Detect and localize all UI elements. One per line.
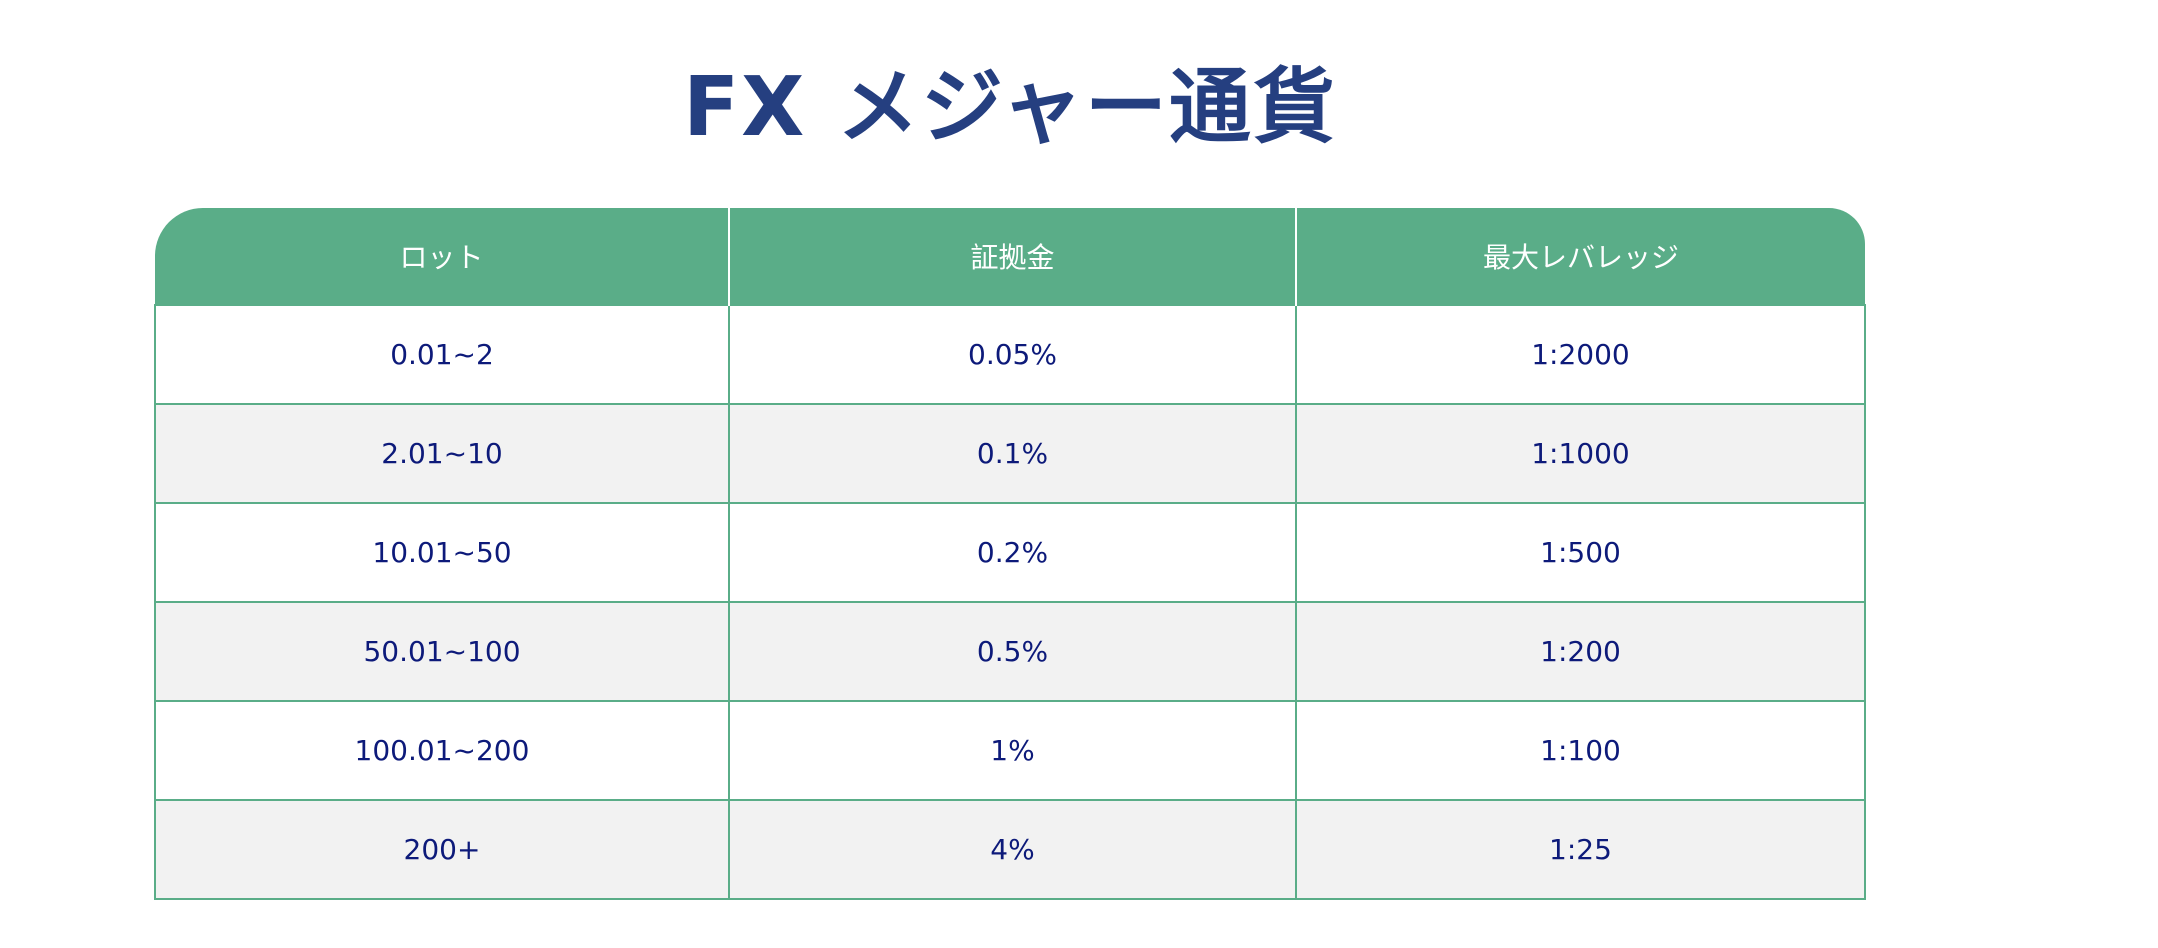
table-row: 200+ 4% 1:25 [154,799,1866,900]
table-row: 10.01~50 0.2% 1:500 [154,502,1866,603]
cell-margin: 0.1% [728,403,1297,504]
cell-lot: 2.01~10 [154,403,730,504]
table-row: 100.01~200 1% 1:100 [154,700,1866,801]
cell-lot: 200+ [154,799,730,900]
header-lot: ロット [155,208,730,305]
cell-margin: 4% [728,799,1297,900]
cell-margin: 0.05% [728,304,1297,405]
margin-leverage-table: ロット 証拠金 最大レバレッジ 0.01~2 0.05% 1:2000 2.01… [154,208,1866,900]
cell-lot: 10.01~50 [154,502,730,603]
table-row: 50.01~100 0.5% 1:200 [154,601,1866,702]
table-header-row: ロット 証拠金 最大レバレッジ [155,208,1865,305]
cell-leverage: 1:25 [1295,799,1866,900]
cell-leverage: 1:1000 [1295,403,1866,504]
cell-margin: 0.5% [728,601,1297,702]
cell-margin: 1% [728,700,1297,801]
cell-leverage: 1:100 [1295,700,1866,801]
cell-lot: 0.01~2 [154,304,730,405]
page-title: FX メジャー通貨 [683,60,1337,155]
cell-leverage: 1:200 [1295,601,1866,702]
cell-leverage: 1:500 [1295,502,1866,603]
cell-leverage: 1:2000 [1295,304,1866,405]
cell-lot: 100.01~200 [154,700,730,801]
cell-lot: 50.01~100 [154,601,730,702]
header-margin: 証拠金 [728,208,1297,305]
cell-margin: 0.2% [728,502,1297,603]
table-row: 2.01~10 0.1% 1:1000 [154,403,1866,504]
header-max-leverage: 最大レバレッジ [1295,208,1865,305]
table-row: 0.01~2 0.05% 1:2000 [154,304,1866,405]
